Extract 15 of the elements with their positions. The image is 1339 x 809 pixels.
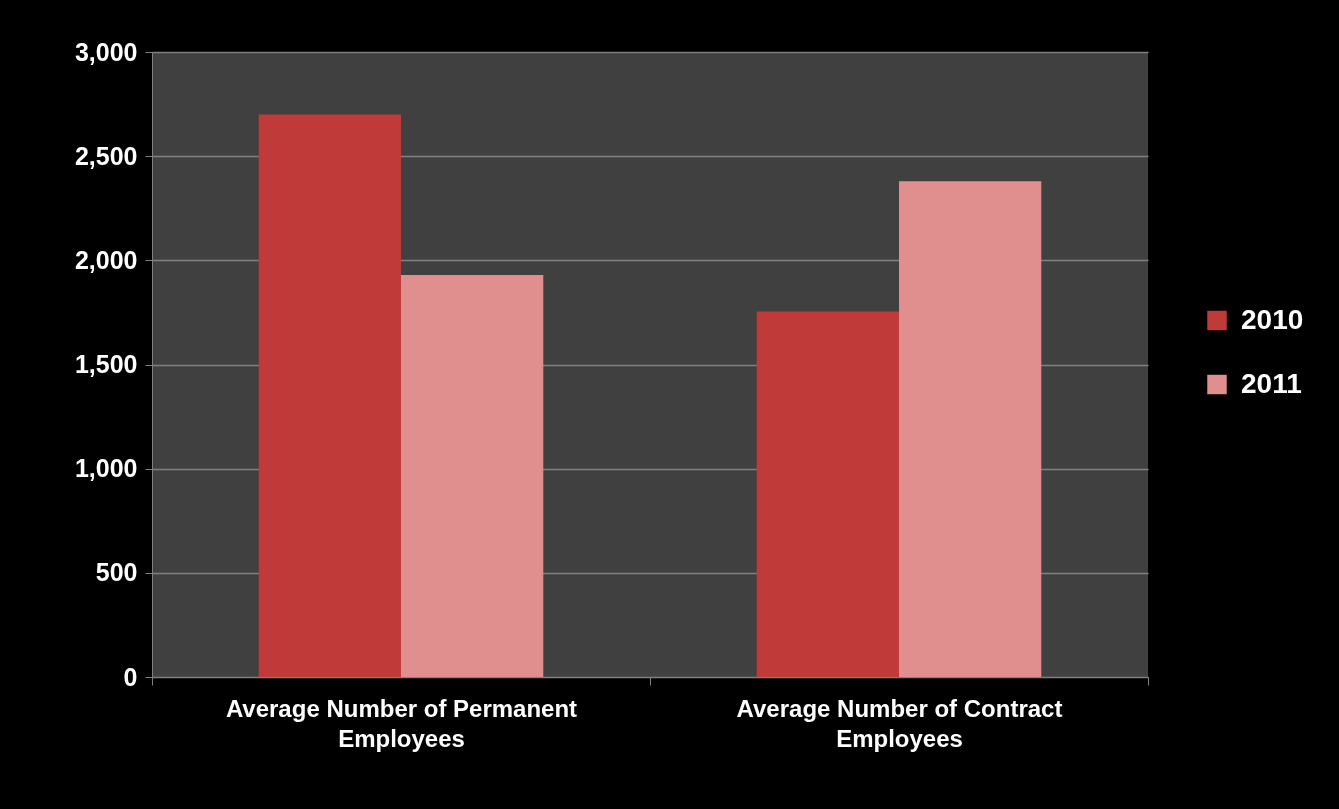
x-tick-label: Average Number of Contract Employees [736,694,1063,752]
x-tick-label: Average Number of Permanent Employees [225,694,578,752]
legend-label: 2011 [1241,367,1302,399]
y-tick-label: 1,000 [74,454,138,483]
y-tick-label: 2,500 [74,141,138,170]
y-tick-label: 2,000 [74,245,138,274]
bar [756,311,899,677]
bar [401,274,544,677]
legend-label: 2010 [1241,303,1304,335]
y-tick-label: 0 [123,662,138,691]
bar [899,181,1042,677]
y-tick-label: 3,000 [74,37,138,66]
bar [258,114,401,677]
y-tick-label: 500 [95,558,138,587]
y-tick-label: 1,500 [74,350,138,378]
